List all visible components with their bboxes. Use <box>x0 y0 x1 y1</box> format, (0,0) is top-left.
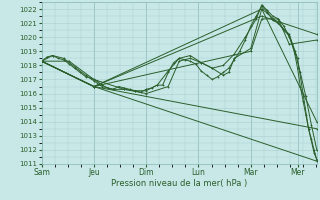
X-axis label: Pression niveau de la mer( hPa ): Pression niveau de la mer( hPa ) <box>111 179 247 188</box>
